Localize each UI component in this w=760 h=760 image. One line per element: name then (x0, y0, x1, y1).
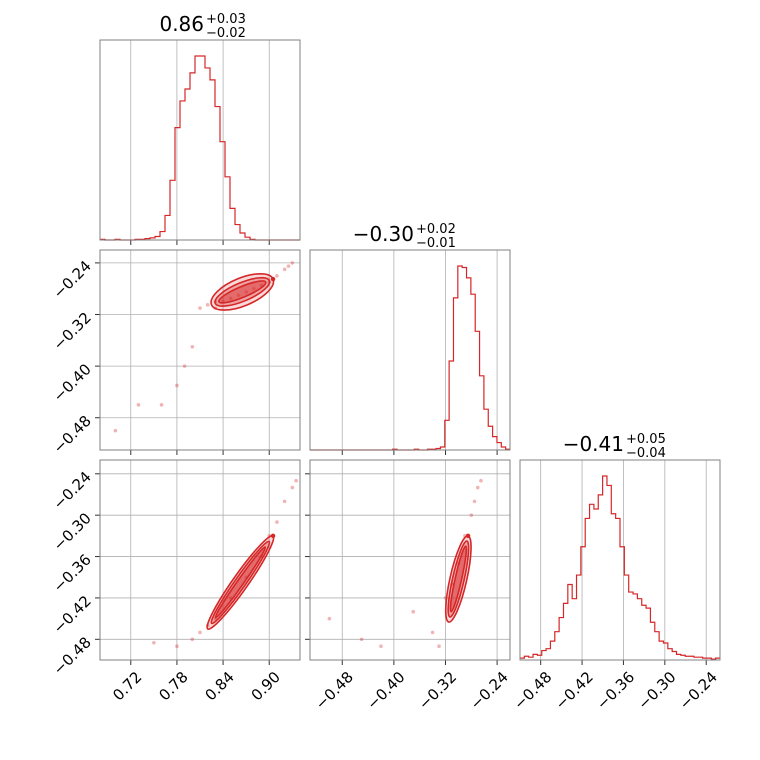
panel-2-2 (519, 459, 721, 665)
title-err-plus: +0.02 (416, 222, 456, 237)
sample-point (113, 428, 118, 433)
density-contour (214, 276, 271, 307)
sample-point (152, 640, 156, 645)
title-err-minus: −0.04 (626, 446, 666, 461)
sample-point (411, 609, 416, 614)
x-tick-label: −0.40 (363, 668, 408, 713)
panel-0-0 (99, 39, 301, 245)
panel-1-0 (95, 249, 301, 455)
panel-1-1 (309, 249, 511, 455)
density-contour (449, 545, 468, 613)
sample-point (430, 630, 435, 635)
histogram-param-2 (520, 475, 720, 660)
y-tick-label: −0.48 (50, 633, 95, 678)
x-tick-label: −0.48 (312, 668, 357, 713)
density-contour (214, 546, 267, 619)
title-err-minus: −0.01 (416, 236, 456, 251)
y-tick-label: −0.32 (50, 309, 95, 354)
sample-point (190, 637, 195, 642)
title-param-0: 0.86 +0.03−0.02 (159, 12, 245, 41)
title-err-minus: −0.02 (206, 26, 246, 41)
title-err-plus: +0.05 (626, 432, 666, 447)
y-tick-label: −0.24 (50, 468, 95, 513)
sample-point (228, 296, 233, 301)
sample-point (244, 290, 248, 294)
title-value: −0.41 (563, 432, 624, 456)
title-value: −0.30 (353, 222, 414, 246)
density-contour (218, 280, 267, 304)
sample-point (327, 616, 332, 621)
sample-point (270, 533, 276, 539)
sample-point (159, 403, 164, 407)
sample-point (236, 293, 241, 297)
sample-point (275, 274, 279, 278)
panel-frame-2-0 (99, 459, 301, 661)
histogram-param-0 (100, 55, 300, 241)
sample-point (290, 485, 295, 490)
panel-frame-1-1 (309, 249, 511, 451)
sample-point (379, 644, 383, 649)
y-tick-label: −0.30 (50, 509, 95, 554)
x-tick-label: 0.90 (248, 668, 284, 704)
x-tick-label: −0.48 (510, 668, 555, 713)
sample-point (182, 364, 187, 368)
sample-point (465, 533, 471, 539)
sample-point (270, 276, 276, 282)
sample-point (198, 306, 202, 310)
sample-point (252, 286, 256, 291)
x-tick-label: 0.84 (201, 668, 237, 704)
title-value: 0.86 (159, 12, 204, 36)
sample-point (175, 383, 179, 388)
title-err-plus: +0.03 (206, 12, 246, 27)
sample-point (294, 478, 298, 483)
sample-point (475, 485, 480, 490)
sample-point (286, 264, 291, 268)
x-tick-label: −0.42 (552, 668, 597, 713)
panel-2-0 (95, 459, 301, 665)
x-tick-label: −0.36 (593, 668, 638, 713)
sample-point (198, 630, 202, 635)
sample-point (205, 303, 210, 307)
y-tick-label: −0.42 (50, 592, 95, 637)
sample-point (359, 637, 364, 642)
x-tick-label: 0.72 (109, 668, 145, 704)
y-tick-label: −0.48 (50, 412, 95, 457)
x-tick-label: 0.78 (155, 668, 191, 704)
x-tick-label: −0.24 (676, 668, 721, 713)
sample-point (190, 344, 195, 349)
panel-frame-1-0 (99, 249, 301, 451)
sample-point (282, 267, 287, 272)
density-contour (210, 540, 271, 625)
x-tick-label: −0.30 (634, 668, 679, 713)
title-param-1: −0.30 +0.02−0.01 (353, 222, 456, 251)
x-tick-label: −0.32 (415, 668, 460, 713)
sample-point (275, 520, 279, 524)
panel-frame-2-1 (309, 459, 511, 661)
density-contour (447, 540, 470, 618)
sample-point (136, 403, 141, 407)
sample-point (175, 644, 179, 649)
panel-2-1 (305, 459, 511, 665)
y-tick-label: −0.40 (50, 360, 95, 405)
title-param-2: −0.41 +0.05−0.04 (563, 432, 666, 461)
sample-point (479, 478, 483, 483)
sample-point (472, 499, 477, 504)
sample-point (469, 513, 474, 517)
sample-point (282, 499, 287, 504)
y-tick-label: −0.24 (50, 257, 95, 302)
panel-frame-2-2 (519, 459, 721, 661)
sample-point (290, 261, 295, 265)
x-tick-label: −0.24 (467, 668, 512, 713)
y-tick-label: −0.36 (50, 551, 95, 596)
panel-frame-0-0 (99, 39, 301, 241)
sample-point (437, 644, 441, 649)
histogram-param-1 (310, 265, 510, 451)
